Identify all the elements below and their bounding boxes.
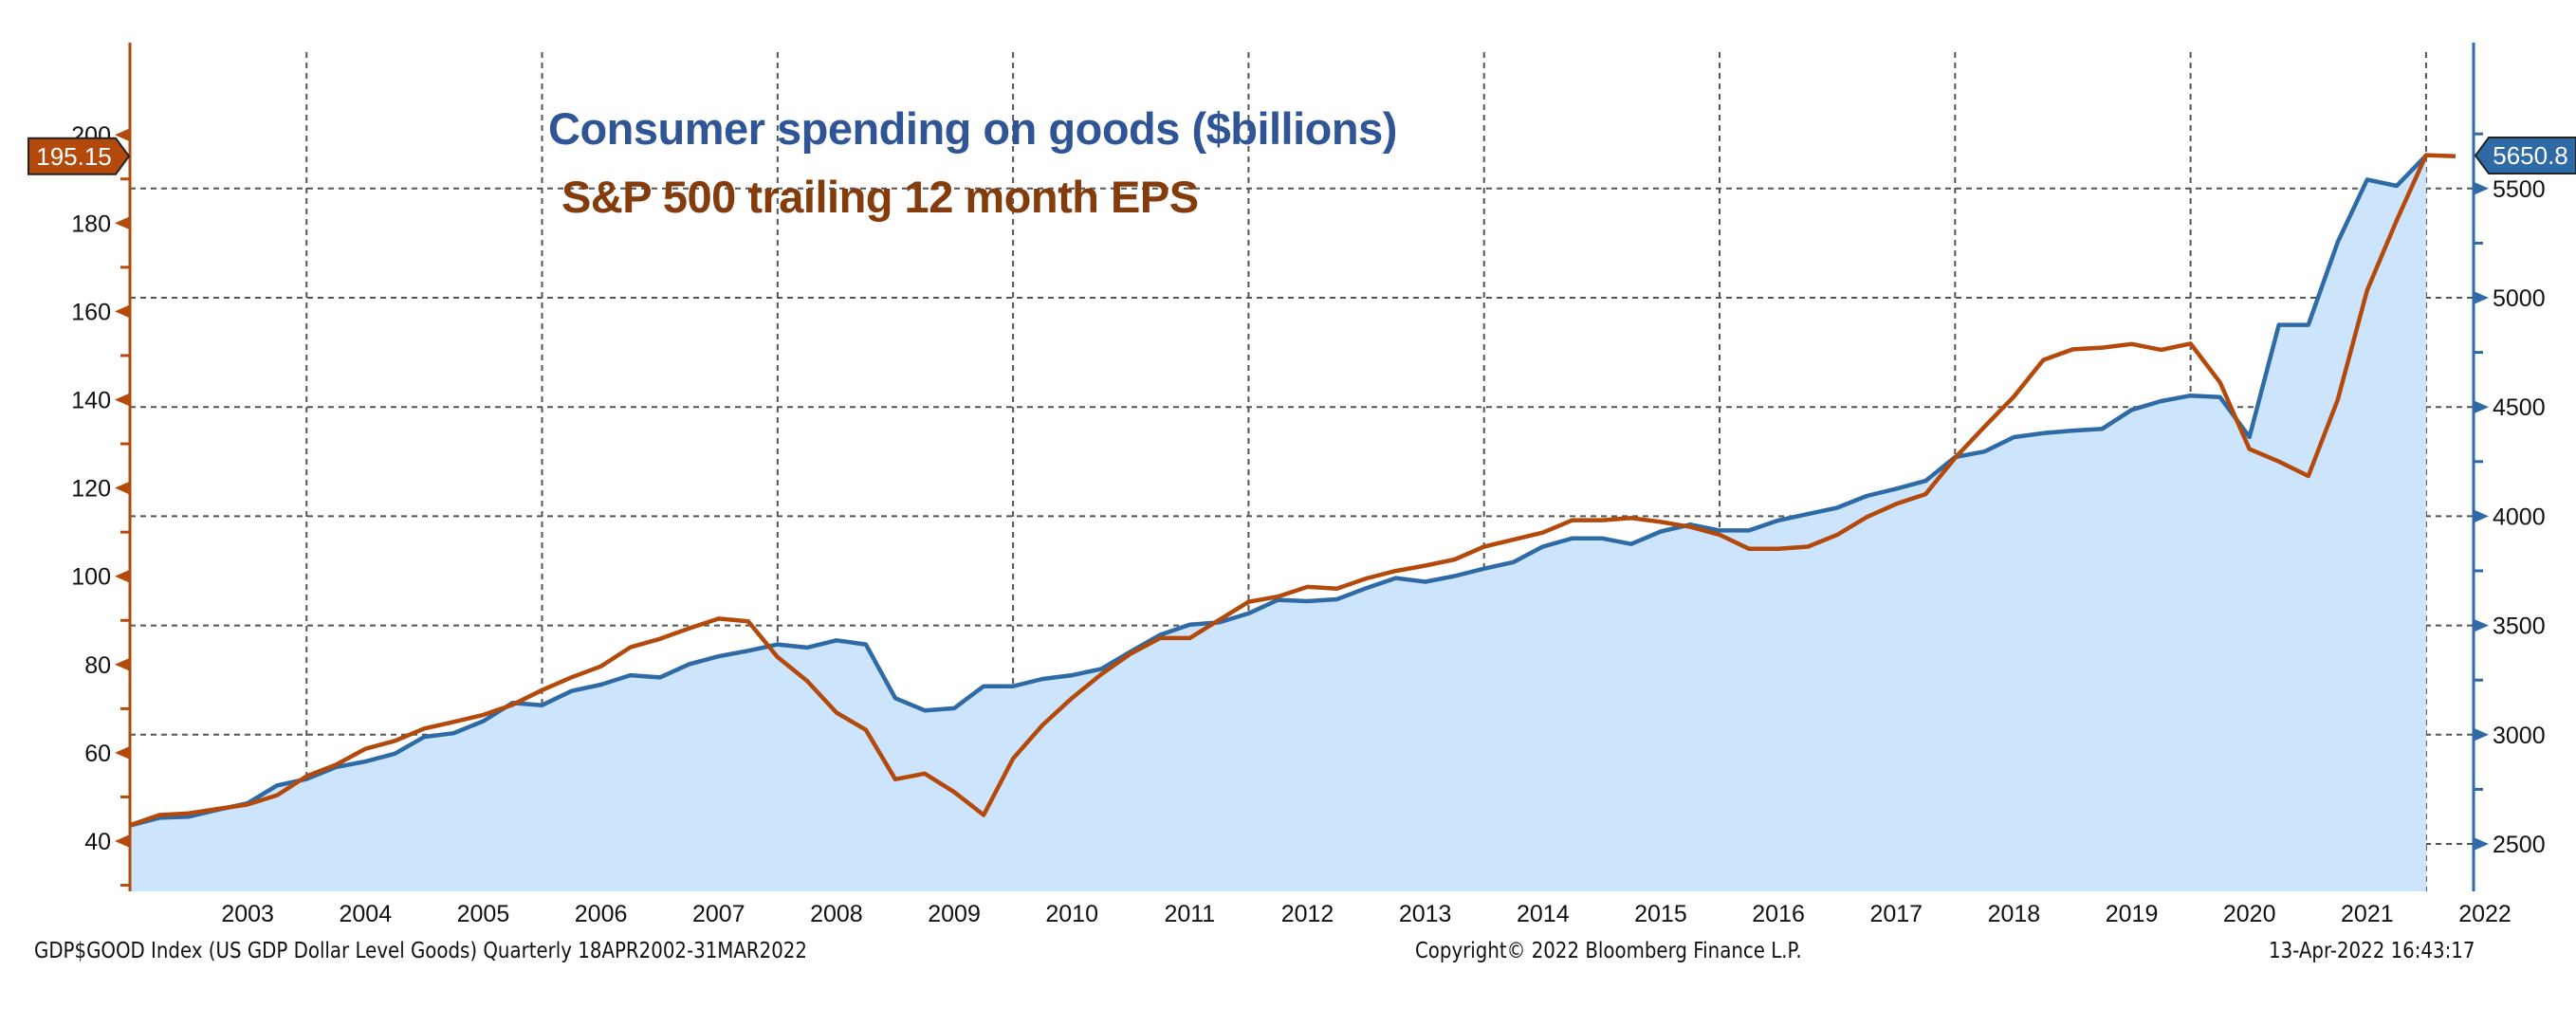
chart-subtitle: S&P 500 trailing 12 month EPS — [561, 172, 1199, 222]
consumer-spending-last-value-label: 5650.8 — [2493, 141, 2568, 170]
x-tick-label: 2007 — [692, 901, 745, 927]
eps-last-value-label: 195.15 — [36, 142, 112, 171]
x-tick-label: 2005 — [457, 901, 510, 927]
right-tick-label: 5500 — [2493, 176, 2546, 203]
x-tick-label: 2021 — [2341, 901, 2394, 927]
x-tick-label: 2015 — [1634, 901, 1687, 927]
left-tick-label: 120 — [71, 476, 111, 503]
left-tick — [115, 834, 130, 848]
x-tick-label: 2017 — [1869, 901, 1923, 927]
eps-line — [129, 153, 2456, 828]
x-tick-label: 2010 — [1045, 901, 1098, 927]
x-tick-label: 2020 — [2223, 901, 2276, 927]
x-tick-label: 2014 — [1517, 901, 1570, 927]
left-tick-label: 60 — [84, 741, 111, 767]
footer-timestamp: 13-Apr-2022 16:43:17 — [2269, 939, 2475, 963]
left-tick — [115, 304, 130, 319]
right-tick — [2474, 181, 2489, 195]
x-tick-label: 2012 — [1281, 901, 1334, 927]
left-tick — [115, 657, 130, 671]
x-tick-label: 2006 — [575, 901, 628, 927]
right-tick — [2474, 291, 2489, 304]
chart-title: Consumer spending on goods ($billions) — [548, 103, 1397, 154]
footer-copyright: Copyright© 2022 Bloomberg Finance L.P. — [1415, 939, 1802, 963]
right-tick — [2474, 837, 2489, 851]
left-tick-label: 40 — [84, 829, 111, 855]
left-tick-label: 160 — [71, 299, 111, 325]
eps-last-value-badge — [28, 137, 131, 175]
axes: 4060801001201401601802002500300035004000… — [28, 43, 2576, 927]
left-tick-label: 100 — [71, 564, 111, 591]
left-tick-label: 180 — [71, 211, 111, 237]
left-tick — [115, 128, 130, 142]
x-tick-label: 2004 — [339, 901, 392, 927]
x-tick-label: 2011 — [1164, 901, 1215, 927]
footer-source: GDP$GOOD Index (US GDP Dollar Level Good… — [34, 939, 807, 963]
x-tick-label: 2018 — [1988, 901, 2041, 927]
consumer-spending-last-value-badge — [2474, 137, 2576, 175]
right-tick-label: 2500 — [2493, 832, 2546, 858]
right-tick-label: 3000 — [2493, 723, 2546, 749]
x-tick-label: 2016 — [1752, 901, 1805, 927]
left-tick — [115, 569, 130, 583]
left-tick — [115, 216, 130, 230]
right-tick-label: 3500 — [2493, 614, 2546, 640]
right-tick-label: 5000 — [2493, 285, 2546, 312]
right-tick-label: 4000 — [2493, 504, 2546, 530]
right-tick — [2474, 400, 2489, 414]
left-tick-label: 80 — [84, 652, 111, 679]
left-tick — [115, 481, 130, 495]
left-tick-label: 140 — [71, 388, 111, 414]
x-tick-label: 2019 — [2106, 901, 2159, 927]
x-tick-label: 2022 — [2458, 901, 2512, 927]
left-tick — [115, 745, 130, 760]
x-tick-label: 2003 — [221, 901, 274, 927]
x-tick-label: 2009 — [928, 901, 981, 927]
right-tick — [2474, 509, 2489, 523]
consumer-spending-area — [130, 156, 2426, 892]
x-tick-label: 2013 — [1399, 901, 1452, 927]
right-tick — [2474, 618, 2489, 632]
right-tick-label: 4500 — [2493, 394, 2546, 421]
x-tick-label: 2008 — [810, 901, 863, 927]
right-tick — [2474, 727, 2489, 742]
left-tick — [115, 393, 130, 407]
